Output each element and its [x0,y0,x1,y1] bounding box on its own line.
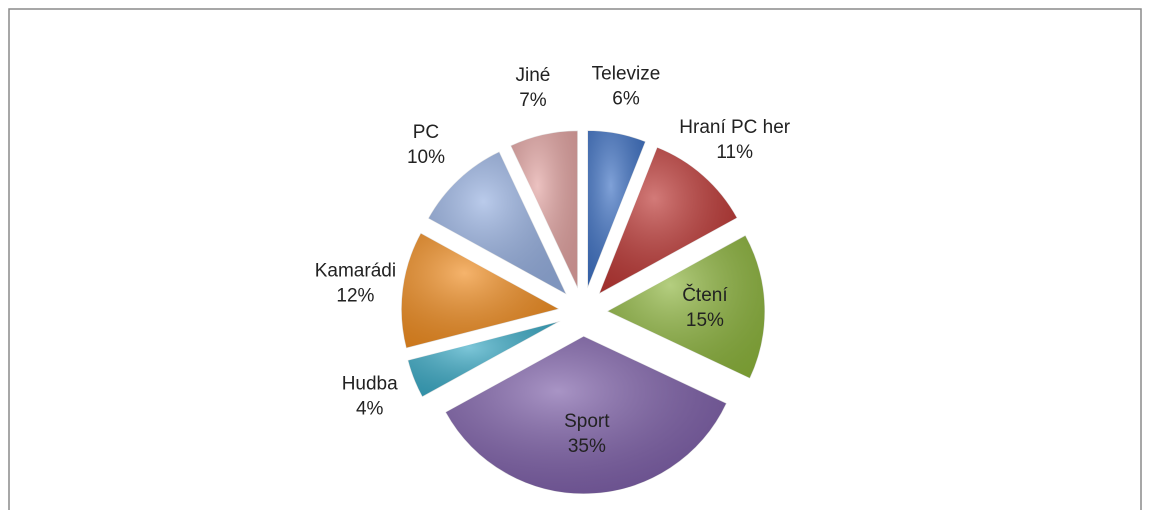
slice-value-label: 11% [716,142,753,163]
slice-value-label: 10% [407,147,445,168]
slice-value-label: 15% [686,310,724,331]
slice-label: Televize [592,64,661,85]
slice-value-label: 4% [356,398,384,419]
slice-label: Kamarádi [315,260,396,281]
slice-shine [428,151,567,295]
slice-label: Hudba [342,373,398,394]
slice-value-label: 12% [336,285,374,306]
slice-value-label: 6% [612,89,640,110]
slice-label: Hraní PC her [679,117,791,138]
frame [8,8,1142,510]
slice-shine [407,320,561,397]
slice-shine [598,147,738,294]
slice-value-label: 7% [519,90,547,111]
slice-label: Sport [564,411,610,432]
slice-shine [606,235,765,379]
slice-value-label: 35% [568,436,606,457]
slice-label: Čtení [682,284,728,306]
slice-shine [445,335,727,494]
slice-label: PC [413,122,439,143]
slice-shine [510,130,578,289]
slice-shine [401,232,560,349]
slice-label: Jiné [516,65,551,86]
slice-shine [587,130,646,289]
